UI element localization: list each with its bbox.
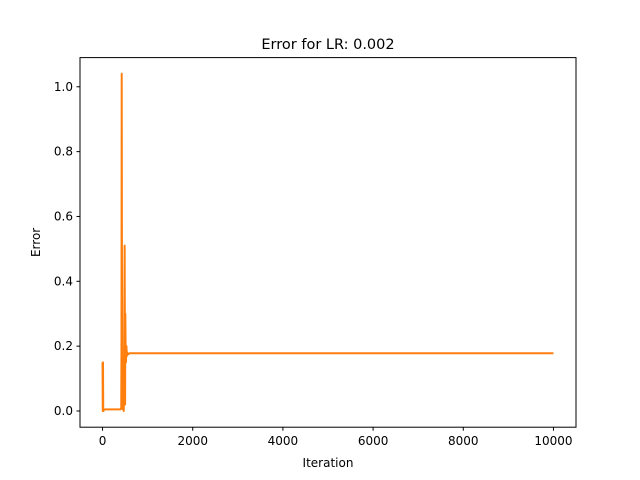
y-tick-label: 0.4 [54, 274, 73, 288]
y-tick-label: 0.2 [54, 339, 73, 353]
y-tick-label: 0.6 [54, 209, 73, 223]
x-tick-label: 6000 [358, 434, 389, 448]
axes-frame [79, 57, 577, 428]
series-line-0 [101, 72, 554, 412]
x-axis-label: Iteration [303, 456, 354, 470]
x-tick-label: 2000 [177, 434, 208, 448]
series-layer [101, 72, 554, 412]
x-tick-label: 4000 [268, 434, 299, 448]
x-tick-label: 10000 [534, 434, 572, 448]
y-tick-label: 1.0 [54, 80, 73, 94]
chart-title: Error for LR: 0.002 [261, 37, 394, 53]
y-tick-label: 0.8 [54, 145, 73, 159]
x-tick-label: 0 [99, 434, 107, 448]
plot-area [80, 57, 576, 428]
x-tick-label: 8000 [448, 434, 479, 448]
y-axis: 0.0 0.2 0.4 0.6 0.8 1.0 [54, 80, 80, 418]
y-tick-label: 0.0 [54, 404, 73, 418]
x-axis: 0 2000 4000 6000 8000 10000 [99, 427, 573, 448]
y-axis-label: Error [29, 228, 43, 257]
